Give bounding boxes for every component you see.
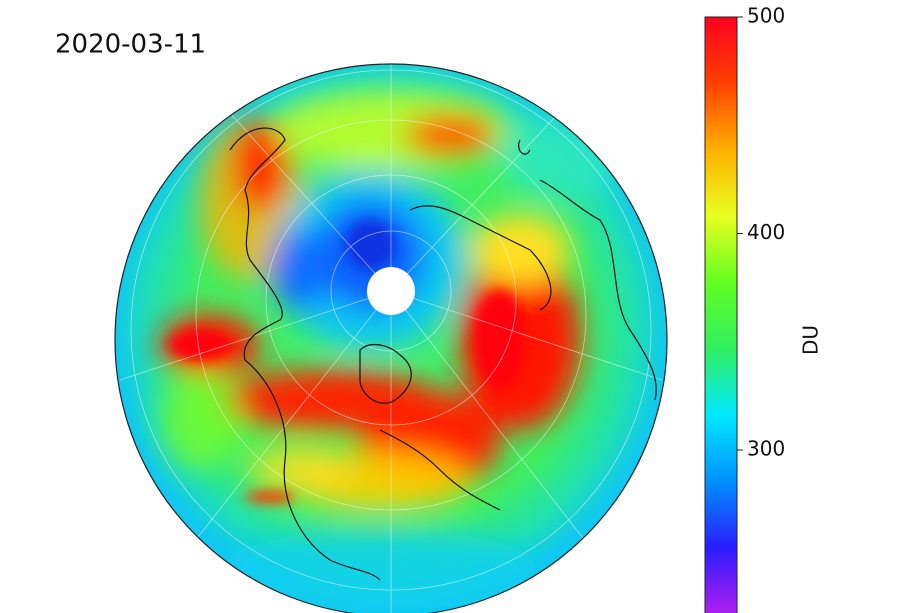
colorbar-tick-label: 300	[747, 437, 785, 461]
map-title: 2020-03-11	[55, 30, 206, 60]
colorbar-tick-label: 400	[747, 220, 785, 244]
polar-map	[115, 64, 667, 613]
colorbar: 300 400 500	[704, 4, 785, 613]
colorbar-tick-label: 500	[747, 4, 785, 28]
colorbar-label: DU	[799, 325, 823, 355]
colorbar-fill	[704, 16, 738, 613]
